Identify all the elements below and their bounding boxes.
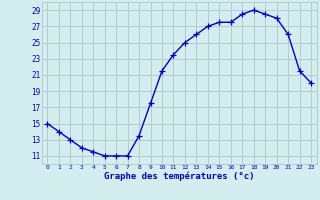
X-axis label: Graphe des températures (°c): Graphe des températures (°c) xyxy=(104,172,254,181)
